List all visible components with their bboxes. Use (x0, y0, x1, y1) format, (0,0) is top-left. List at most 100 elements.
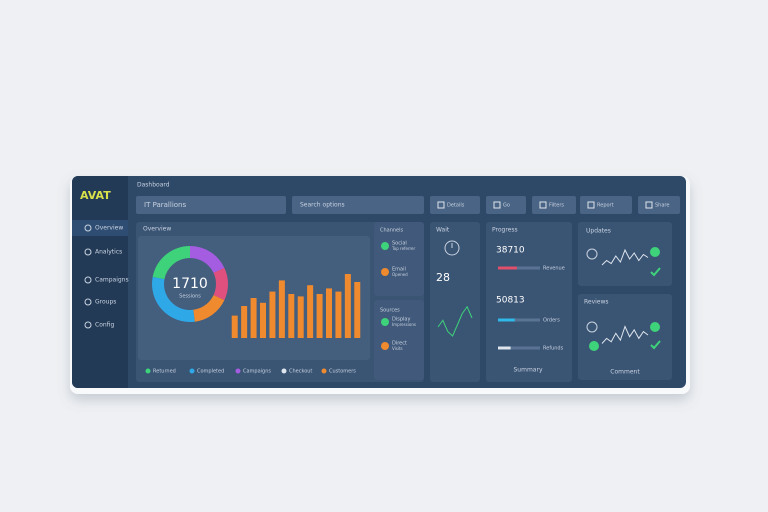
progress-label: Refunds (543, 346, 564, 352)
donut-segment (152, 276, 195, 322)
search-text: IT Parallions (144, 201, 186, 209)
updates-card (578, 222, 672, 286)
bar (250, 298, 257, 338)
button-label[interactable]: Details (447, 203, 465, 209)
item-icon (381, 318, 389, 326)
bar (278, 280, 285, 338)
item-label: Direct (392, 341, 407, 347)
button-box[interactable] (532, 196, 576, 214)
progress-bar (498, 318, 515, 322)
donut-segment (213, 267, 228, 301)
progress-track (498, 266, 540, 270)
bar (297, 296, 304, 338)
search-box[interactable] (136, 196, 286, 214)
bar (344, 274, 351, 338)
wait-value: 28 (436, 271, 450, 284)
bar (335, 291, 342, 338)
bar (231, 315, 238, 338)
bar (288, 294, 295, 338)
progress-label: Revenue (543, 266, 565, 272)
nav-highlight (72, 220, 128, 236)
card-footer: Comment (610, 369, 640, 376)
button-icon (437, 201, 445, 209)
nav-item[interactable]: Analytics (95, 249, 122, 256)
button-label[interactable]: Filters (549, 203, 564, 209)
progress-value: 38710 (496, 246, 525, 256)
button-box[interactable] (486, 196, 526, 214)
wait-card (430, 222, 480, 382)
button-box[interactable] (580, 196, 632, 214)
progress-track (498, 318, 540, 322)
legend-dot (189, 368, 195, 374)
nav-item[interactable]: Overview (95, 225, 123, 232)
item-icon (381, 268, 389, 276)
progress-card (486, 222, 572, 382)
icon (589, 341, 599, 351)
legend-label: Completed (197, 369, 224, 375)
donut-caption: Sessions (179, 294, 201, 300)
progress-label: Orders (543, 318, 560, 324)
item-sub: Opened (392, 272, 408, 277)
button-box[interactable] (638, 196, 680, 214)
bar (354, 282, 361, 338)
button-icon (493, 201, 501, 209)
nav-icon (84, 224, 92, 232)
nav-icon (84, 276, 92, 284)
legend-label: Campaigns (243, 369, 271, 375)
header: Dashboard (137, 182, 170, 189)
card-title: Reviews (584, 299, 609, 306)
button-label[interactable]: Go (503, 203, 510, 209)
legend-label: Returned (153, 369, 176, 375)
nav-item[interactable]: Campaigns (95, 277, 129, 284)
logo: AVAT (80, 189, 111, 202)
overview-title: Overview (143, 226, 171, 233)
button-icon (645, 201, 653, 209)
nav-item[interactable]: Groups (95, 299, 116, 306)
legend-label: Customers (329, 369, 356, 375)
nav-icon (84, 298, 92, 306)
sparkline (601, 248, 649, 266)
progress-track (498, 346, 540, 350)
legend-dot (235, 368, 241, 374)
button-label[interactable]: Share (655, 203, 669, 209)
reviews-card (578, 294, 672, 380)
bar (241, 306, 248, 338)
progress-bar (498, 346, 511, 350)
button-label[interactable]: Report (597, 203, 614, 209)
bar (316, 294, 323, 338)
nav-item[interactable]: Config (95, 322, 114, 329)
bar (260, 302, 266, 338)
channels-card (374, 222, 424, 296)
button-box[interactable] (430, 196, 480, 214)
check-icon (650, 340, 661, 350)
gauge-icon (444, 240, 460, 256)
progress-bar (498, 266, 517, 270)
card-title: Updates (586, 228, 611, 235)
filter-box[interactable] (292, 196, 424, 214)
bar (269, 291, 276, 338)
donut-segment (193, 295, 225, 322)
donut-segment (152, 246, 190, 280)
icon (586, 321, 598, 333)
item-sub: Visits (392, 346, 403, 351)
item-label: Email (392, 267, 406, 273)
bar (307, 285, 314, 338)
card-title: Progress (492, 227, 518, 234)
sparkline (601, 325, 649, 344)
card-title: Wait (436, 227, 450, 234)
check-icon (650, 267, 661, 277)
bar (326, 288, 332, 338)
icon (586, 248, 598, 260)
filter-text: Search options (300, 202, 345, 209)
card-title: Channels (380, 228, 404, 234)
nav-icon (84, 248, 92, 256)
sparkline (437, 305, 473, 337)
progress-value: 50813 (496, 296, 525, 306)
item-icon (381, 342, 389, 350)
legend-dot (145, 368, 151, 374)
card-title: Sources (380, 308, 400, 314)
item-icon (381, 242, 389, 250)
donut-segment (190, 246, 225, 273)
nav-icon (84, 321, 92, 329)
